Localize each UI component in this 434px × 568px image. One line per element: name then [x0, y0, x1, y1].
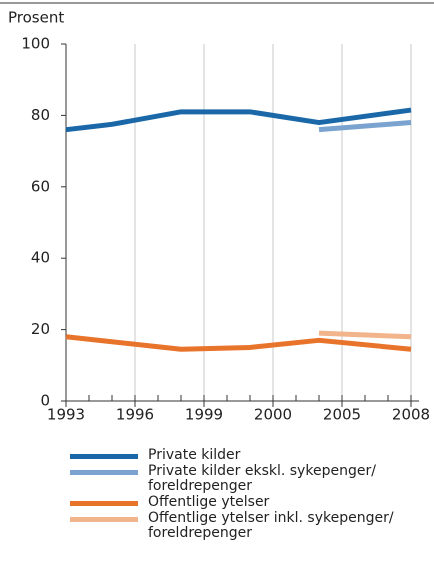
legend-label: Private kilder: [148, 447, 241, 463]
legend-swatch: [70, 501, 138, 506]
y-tick-label: 100: [21, 35, 50, 53]
line: [65, 334, 412, 352]
legend-item: Offentlige ytelser inkl. sykepenger/ for…: [70, 511, 410, 541]
chart: Prosent 0 20 40 60 80 100 1993 1996 1999 2000 2005…: [0, 2, 434, 424]
x-tick-label: 2008: [392, 406, 430, 424]
legend-label: Offentlige ytelser inkl. sykepenger/ for…: [148, 510, 394, 541]
x-tick-label: 1999: [185, 406, 223, 424]
legend-swatch: [70, 454, 138, 459]
y-axis-label: Prosent: [8, 9, 64, 27]
legend-label: Private kilder ekskl. sykepenger/ foreld…: [148, 463, 376, 494]
legend-label: Offentlige ytelser: [148, 494, 270, 510]
line: [65, 107, 412, 133]
y-tick-label: 80: [31, 106, 50, 124]
legend-item: Private kilder ekskl. sykepenger/ foreld…: [70, 464, 410, 494]
legend: Private kilder Private kilder ekskl. syke…: [70, 448, 410, 542]
line: [318, 120, 412, 133]
legend-item: Offentlige ytelser: [70, 495, 410, 510]
y-tick-label: 20: [31, 320, 50, 338]
y-tick-label: 40: [31, 249, 50, 267]
line: [318, 330, 412, 340]
y-tick-label: 60: [31, 177, 50, 195]
legend-item: Private kilder: [70, 448, 410, 463]
x-tick-label: 1996: [116, 406, 154, 424]
legend-swatch: [70, 470, 138, 475]
legend-swatch: [70, 517, 138, 522]
x-tick-label: 2000: [254, 406, 292, 424]
x-tick-label: 1993: [47, 406, 85, 424]
y-tick-label: 0: [40, 392, 50, 410]
x-tick-label: 2005: [323, 406, 361, 424]
